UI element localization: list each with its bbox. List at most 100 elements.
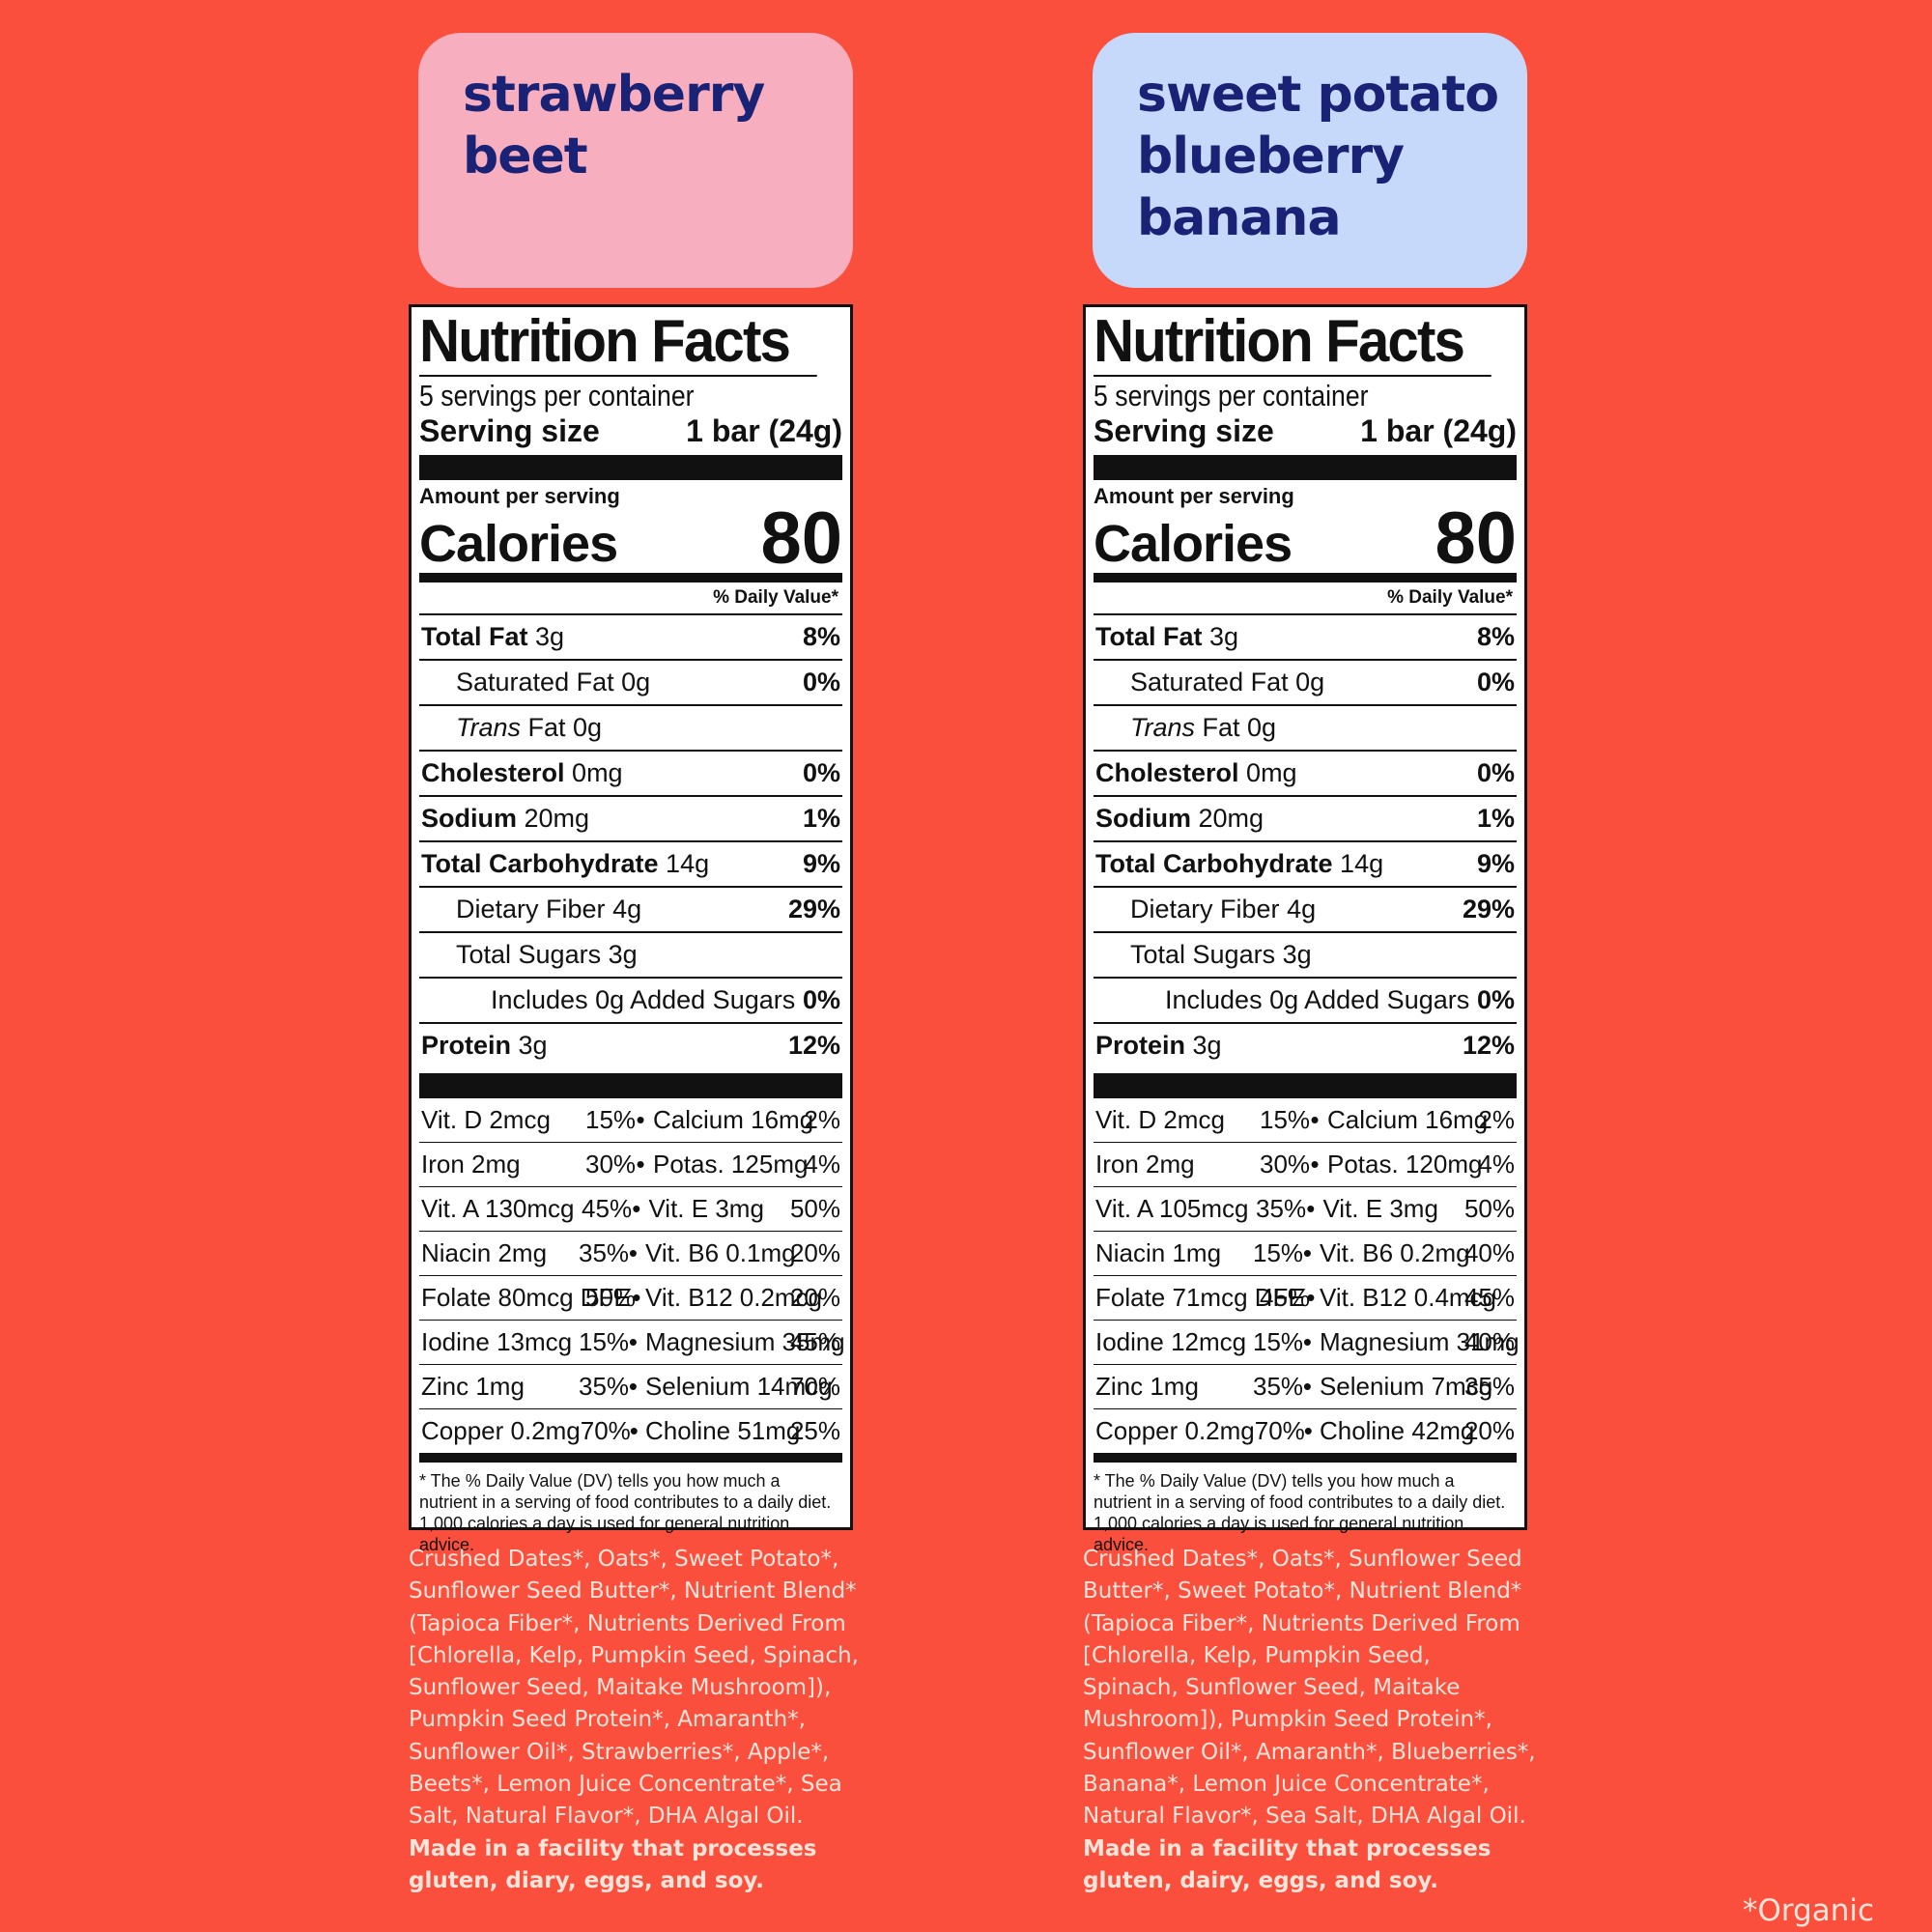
vitamin-row: Vit. A 130mcg 45% • Vit. E 3mg 50% (419, 1187, 842, 1232)
ingredients-line: Natural Flavor*, Sea Salt, DHA Algal Oil… (1083, 1804, 1526, 1830)
nutrient-row: Trans Fat 0g (1094, 706, 1517, 752)
serving-size-label: Serving size (419, 413, 600, 448)
vitamin-row: Niacin 1mg 15% • Vit. B6 0.2mg 40% (1094, 1232, 1517, 1276)
nutrient-name: Sodium 20mg (421, 804, 589, 834)
vitamin-daily-value: 70% (1254, 1416, 1305, 1445)
vitamin-name: Iron 2mg (421, 1150, 521, 1179)
vitamin-name: Selenium 7mcg (1319, 1372, 1493, 1401)
vitamin-name: Selenium 14mcg (644, 1372, 833, 1401)
serving-size-label: Serving size (1094, 413, 1274, 448)
bullet-separator: • (1302, 1327, 1313, 1356)
bullet-separator: • (1306, 1194, 1316, 1223)
vitamin-name: Vit. B6 0.2mg (1319, 1238, 1470, 1267)
vitamin-row: Vit. A 105mcg 35% • Vit. E 3mg 50% (1094, 1187, 1517, 1232)
serving-size-value: 1 bar (24g) (686, 413, 842, 448)
daily-value-footnote: * The % Daily Value (DV) tells you how m… (1094, 1471, 1506, 1554)
nutrient-daily-value: 12% (1462, 1031, 1515, 1060)
allergen-statement-line: gluten, dairy, eggs, and soy. (1083, 1867, 1439, 1893)
bullet-separator: • (629, 1416, 639, 1445)
nutrient-label: Includes 0g Added Sugars (491, 985, 796, 1014)
bullet-separator: • (636, 1150, 645, 1179)
thick-divider (1094, 455, 1517, 480)
vitamin-name: Magnesium 35mg (644, 1327, 845, 1356)
nutrient-amount: 0g (621, 668, 651, 696)
flavor-name-line: blueberry (1137, 128, 1405, 185)
vitamin-daily-value: 15% (1253, 1327, 1304, 1356)
ingredients-line: Sunflower Oil*, Strawberries*, Apple*, (409, 1739, 830, 1765)
vitamin-daily-value: 40% (1463, 1238, 1515, 1267)
nutrient-label: Total Sugars (456, 940, 602, 969)
vitamin-daily-value: 35% (1256, 1194, 1307, 1223)
vitamin-daily-value: 15% (1253, 1238, 1304, 1267)
ingredients-line: Pumpkin Seed Protein*, Amaranth*, (409, 1707, 806, 1733)
nutrient-amount: 20mg (524, 804, 590, 833)
vitamin-name: Niacin 2mg (421, 1238, 548, 1267)
vitamin-daily-value: 50% (585, 1283, 637, 1312)
thick-divider (419, 1073, 842, 1098)
calories-row: Calories 80 (419, 502, 842, 576)
bullet-separator: • (1306, 1283, 1316, 1312)
medium-divider (1094, 1453, 1517, 1463)
amount-per-serving: Amount per serving (1094, 484, 1294, 508)
vitamin-row: Vit. D 2mcg 15% • Calcium 16mg 2% (419, 1098, 842, 1143)
vitamin-name: Potas. 125mg (653, 1150, 809, 1179)
nutrient-amount: 0mg (1246, 758, 1297, 787)
nutrient-daily-value: 1% (802, 804, 840, 833)
allergen-statement-line: gluten, diary, eggs, and soy. (409, 1867, 765, 1893)
nutrient-name: Includes 0g Added Sugars (491, 985, 795, 1015)
nutrient-row: Total Fat 3g 8% (1094, 615, 1517, 661)
vitamin-daily-value: 50% (789, 1194, 840, 1223)
servings-per-container: 5 servings per container (1094, 379, 1369, 412)
calories-label: Calories (419, 515, 618, 573)
nutrient-amount: 4g (612, 895, 642, 923)
nutrient-daily-value: 0% (802, 758, 840, 787)
nutrient-row: Dietary Fiber 4g 29% (1094, 888, 1517, 933)
vitamin-name: Vit. B12 0.2mcg (644, 1283, 823, 1312)
nutrient-label: Dietary Fiber (456, 895, 606, 923)
label-title: Nutrition Facts (1094, 309, 1492, 377)
flavor-name-line: banana (1137, 189, 1342, 247)
vitamin-daily-value: 30% (585, 1150, 637, 1179)
vitamin-name: Magnesium 31mg (1319, 1327, 1520, 1356)
servings-per-container: 5 servings per container (419, 379, 695, 412)
ingredients-line: Crushed Dates*, Oats*, Sweet Potato*, (409, 1547, 839, 1572)
nutrient-row: Trans Fat 0g (419, 706, 842, 752)
nutrient-label: Dietary Fiber (1130, 895, 1280, 923)
nutrient-label: Total Sugars (1130, 940, 1276, 969)
nutrient-row: Saturated Fat 0g 0% (419, 661, 842, 706)
nutrient-row: Dietary Fiber 4g 29% (419, 888, 842, 933)
nutrient-row: Total Carbohydrate 14g 9% (1094, 842, 1517, 888)
vitamin-row: Copper 0.2mg 70% • Choline 42mg 20% (1094, 1409, 1517, 1453)
organic-note: *Organic (1743, 1893, 1875, 1928)
nutrient-row: Sodium 20mg 1% (1094, 797, 1517, 842)
vitamin-daily-value: 20% (789, 1238, 840, 1267)
serving-size-value: 1 bar (24g) (1360, 413, 1517, 448)
nutrient-amount: 3g (518, 1031, 548, 1060)
vitamin-daily-value: 15% (585, 1105, 637, 1134)
nutrient-name: Sodium 20mg (1095, 804, 1264, 834)
nutrient-daily-value: 0% (802, 985, 840, 1014)
nutrient-label: Saturated Fat (456, 668, 614, 696)
vitamin-name: Copper 0.2mg (421, 1416, 581, 1445)
nutrient-name: Total Sugars 3g (456, 940, 638, 970)
vitamin-name: Vit. B12 0.4mcg (1319, 1283, 1497, 1312)
flavor-name-line: strawberry (463, 66, 765, 124)
vitamin-row: Folate 80mcg DFE 50% • Vit. B12 0.2mcg 20% (419, 1276, 842, 1321)
nutrient-row: Protein 3g 12% (1094, 1024, 1517, 1067)
daily-value-footnote: * The % Daily Value (DV) tells you how m… (419, 1471, 832, 1554)
vitamin-row: Copper 0.2mg 70% • Choline 51mg 25% (419, 1409, 842, 1453)
daily-value-header: % Daily Value* (1094, 582, 1517, 615)
vitamin-row: Vit. D 2mcg 15% • Calcium 16mg 2% (1094, 1098, 1517, 1143)
nutrient-label: Sodium (421, 804, 517, 833)
nutrient-daily-value: 0% (1476, 668, 1515, 696)
nutrient-amount: 3g (1282, 940, 1312, 969)
nutrition-facts-label: Nutrition Facts 5 servings per container S… (409, 304, 853, 1554)
ingredients-line: Sunflower Seed Butter*, Nutrient Blend* (409, 1578, 857, 1605)
bullet-separator: • (1310, 1105, 1320, 1134)
nutrient-row: Total Sugars 3g (419, 933, 842, 979)
nutrient-amount: 3g (608, 940, 638, 969)
nutrient-daily-value: 0% (802, 668, 840, 696)
vitamin-row: Niacin 2mg 35% • Vit. B6 0.1mg 20% (419, 1232, 842, 1276)
ingredients-line: Crushed Dates*, Oats*, Sunflower Seed (1083, 1547, 1522, 1572)
amount-per-serving: Amount per serving (419, 484, 620, 508)
